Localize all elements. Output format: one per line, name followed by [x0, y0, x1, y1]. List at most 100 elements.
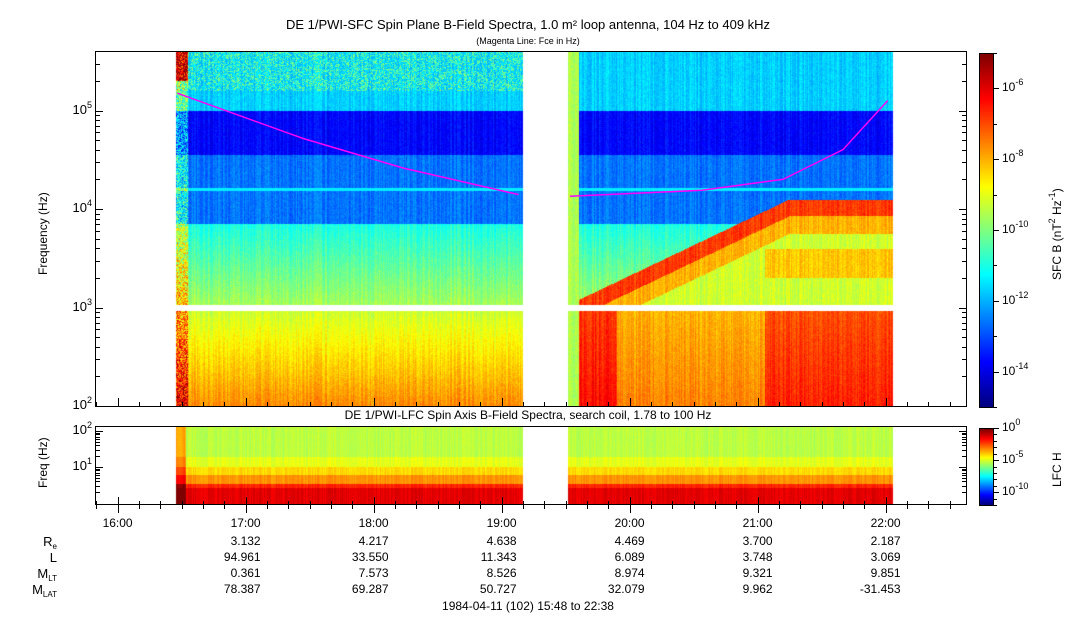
y-tick: [96, 477, 100, 479]
y-tick-right: [962, 481, 966, 483]
y-tick: [96, 322, 100, 324]
time-tick-sfc: [864, 402, 866, 406]
time-tick-top: [928, 501, 930, 505]
tick-exponent: 5: [86, 99, 92, 110]
time-tick: [885, 505, 887, 513]
time-tick-sfc: [629, 398, 631, 406]
y-tick: [96, 481, 100, 483]
colorbar-tick: [993, 428, 999, 429]
sfc-plot-frame: [95, 51, 967, 407]
time-tick: [629, 505, 631, 513]
y-tick: [96, 472, 100, 474]
colorbar-tick: [993, 479, 997, 481]
time-tick: [714, 505, 716, 509]
time-tick: [501, 505, 503, 513]
time-tick-sfc: [778, 402, 780, 406]
y-tick-right: [962, 149, 966, 151]
time-tick: [138, 505, 140, 509]
time-tick-top: [650, 501, 652, 505]
tick-exponent: -12: [1015, 289, 1029, 300]
time-tick: [565, 505, 567, 509]
tick-base: 10: [1002, 222, 1016, 236]
time-tick-top: [160, 501, 162, 505]
time-tick: [949, 505, 951, 509]
time-tick-top: [586, 501, 588, 505]
y-tick: [96, 346, 100, 348]
y-tick-right: [962, 213, 966, 215]
row-label-sub: LAT: [42, 590, 57, 599]
ephemeris-row-label: Re: [43, 534, 57, 551]
y-tick: [96, 209, 103, 210]
y-tick: [96, 468, 100, 470]
time-tick: [352, 505, 354, 509]
y-tick: [96, 337, 100, 339]
colorbar-tick-label: 10-8: [1002, 149, 1023, 166]
time-tick-top: [394, 501, 396, 505]
colorbar-tick: [993, 123, 997, 125]
y-tick-right: [962, 438, 966, 440]
ephemeris-value: 78.387: [223, 582, 261, 596]
time-tick-top: [757, 497, 759, 505]
row-label-base: L: [49, 550, 57, 565]
ephemeris-value: 8.526: [486, 566, 517, 580]
y-tick-right: [959, 467, 966, 468]
time-tick: [96, 505, 98, 509]
y-tick-label: 105: [73, 99, 92, 117]
y-tick-right: [962, 260, 966, 262]
y-tick: [96, 449, 100, 451]
y-tick-right: [962, 322, 966, 324]
y-tick-right: [959, 110, 966, 112]
y-tick: [96, 230, 100, 232]
chart-title: DE 1/PWI-SFC Spin Plane B-Field Spectra,…: [285, 17, 771, 32]
ephemeris-value: 3.700: [742, 534, 773, 548]
colorbar-tick: [993, 194, 997, 196]
y-tick-label: 101: [73, 457, 92, 474]
tick-base: 10: [72, 298, 87, 314]
tick-exponent: -6: [1015, 77, 1024, 88]
time-tick: [864, 505, 866, 509]
row-label-base: R: [43, 534, 53, 549]
colorbar-tick: [993, 371, 999, 373]
time-tick-sfc: [650, 402, 652, 406]
tick-exponent: 3: [86, 296, 92, 307]
time-tick: [416, 505, 418, 509]
time-tick: [181, 505, 183, 509]
time-tick-sfc: [352, 402, 354, 406]
colorbar-tick: [993, 265, 997, 267]
tick-base: 10: [72, 397, 87, 412]
colorbar-tick-label: 10-12: [1002, 289, 1029, 307]
y-tick: [96, 456, 100, 458]
date-range-footer: 1984-04-11 (102) 15:48 to 22:38: [442, 599, 614, 613]
colorbar-tick-label: 10-14: [1002, 360, 1029, 378]
y-tick-right: [962, 492, 966, 494]
y-tick-right: [962, 80, 966, 82]
time-tick-sfc: [821, 402, 823, 406]
time-tick: [821, 505, 823, 509]
y-tick-right: [962, 376, 966, 378]
time-tick-sfc: [96, 402, 98, 406]
time-tick-sfc: [906, 402, 908, 406]
time-tick-label: 19:00: [486, 516, 517, 530]
colorbar-tick: [993, 492, 999, 494]
row-label-sub: e: [52, 542, 57, 551]
tick-exponent: -10: [1015, 219, 1029, 229]
y-tick-right: [959, 209, 966, 210]
tick-exponent: -14: [1015, 360, 1029, 371]
time-tick: [736, 505, 738, 509]
y-tick-right: [962, 218, 966, 220]
time-tick: [522, 505, 524, 509]
time-tick-sfc: [757, 398, 759, 406]
time-tick-sfc: [394, 402, 396, 406]
y-tick: [96, 132, 100, 134]
fce-line-segment: [569, 100, 889, 197]
tick-base: 10: [1002, 363, 1016, 378]
time-tick-top: [629, 497, 631, 505]
cb-label-exp2: -1: [1047, 192, 1057, 201]
y-tick-right: [962, 485, 966, 487]
colorbar-tick: [993, 434, 997, 436]
time-tick-sfc: [224, 402, 226, 406]
ephemeris-value: 0.361: [230, 566, 261, 580]
ephemeris-row-label: MLT: [37, 566, 57, 583]
y-tick-right: [962, 468, 966, 470]
colorbar-tick: [993, 460, 999, 462]
